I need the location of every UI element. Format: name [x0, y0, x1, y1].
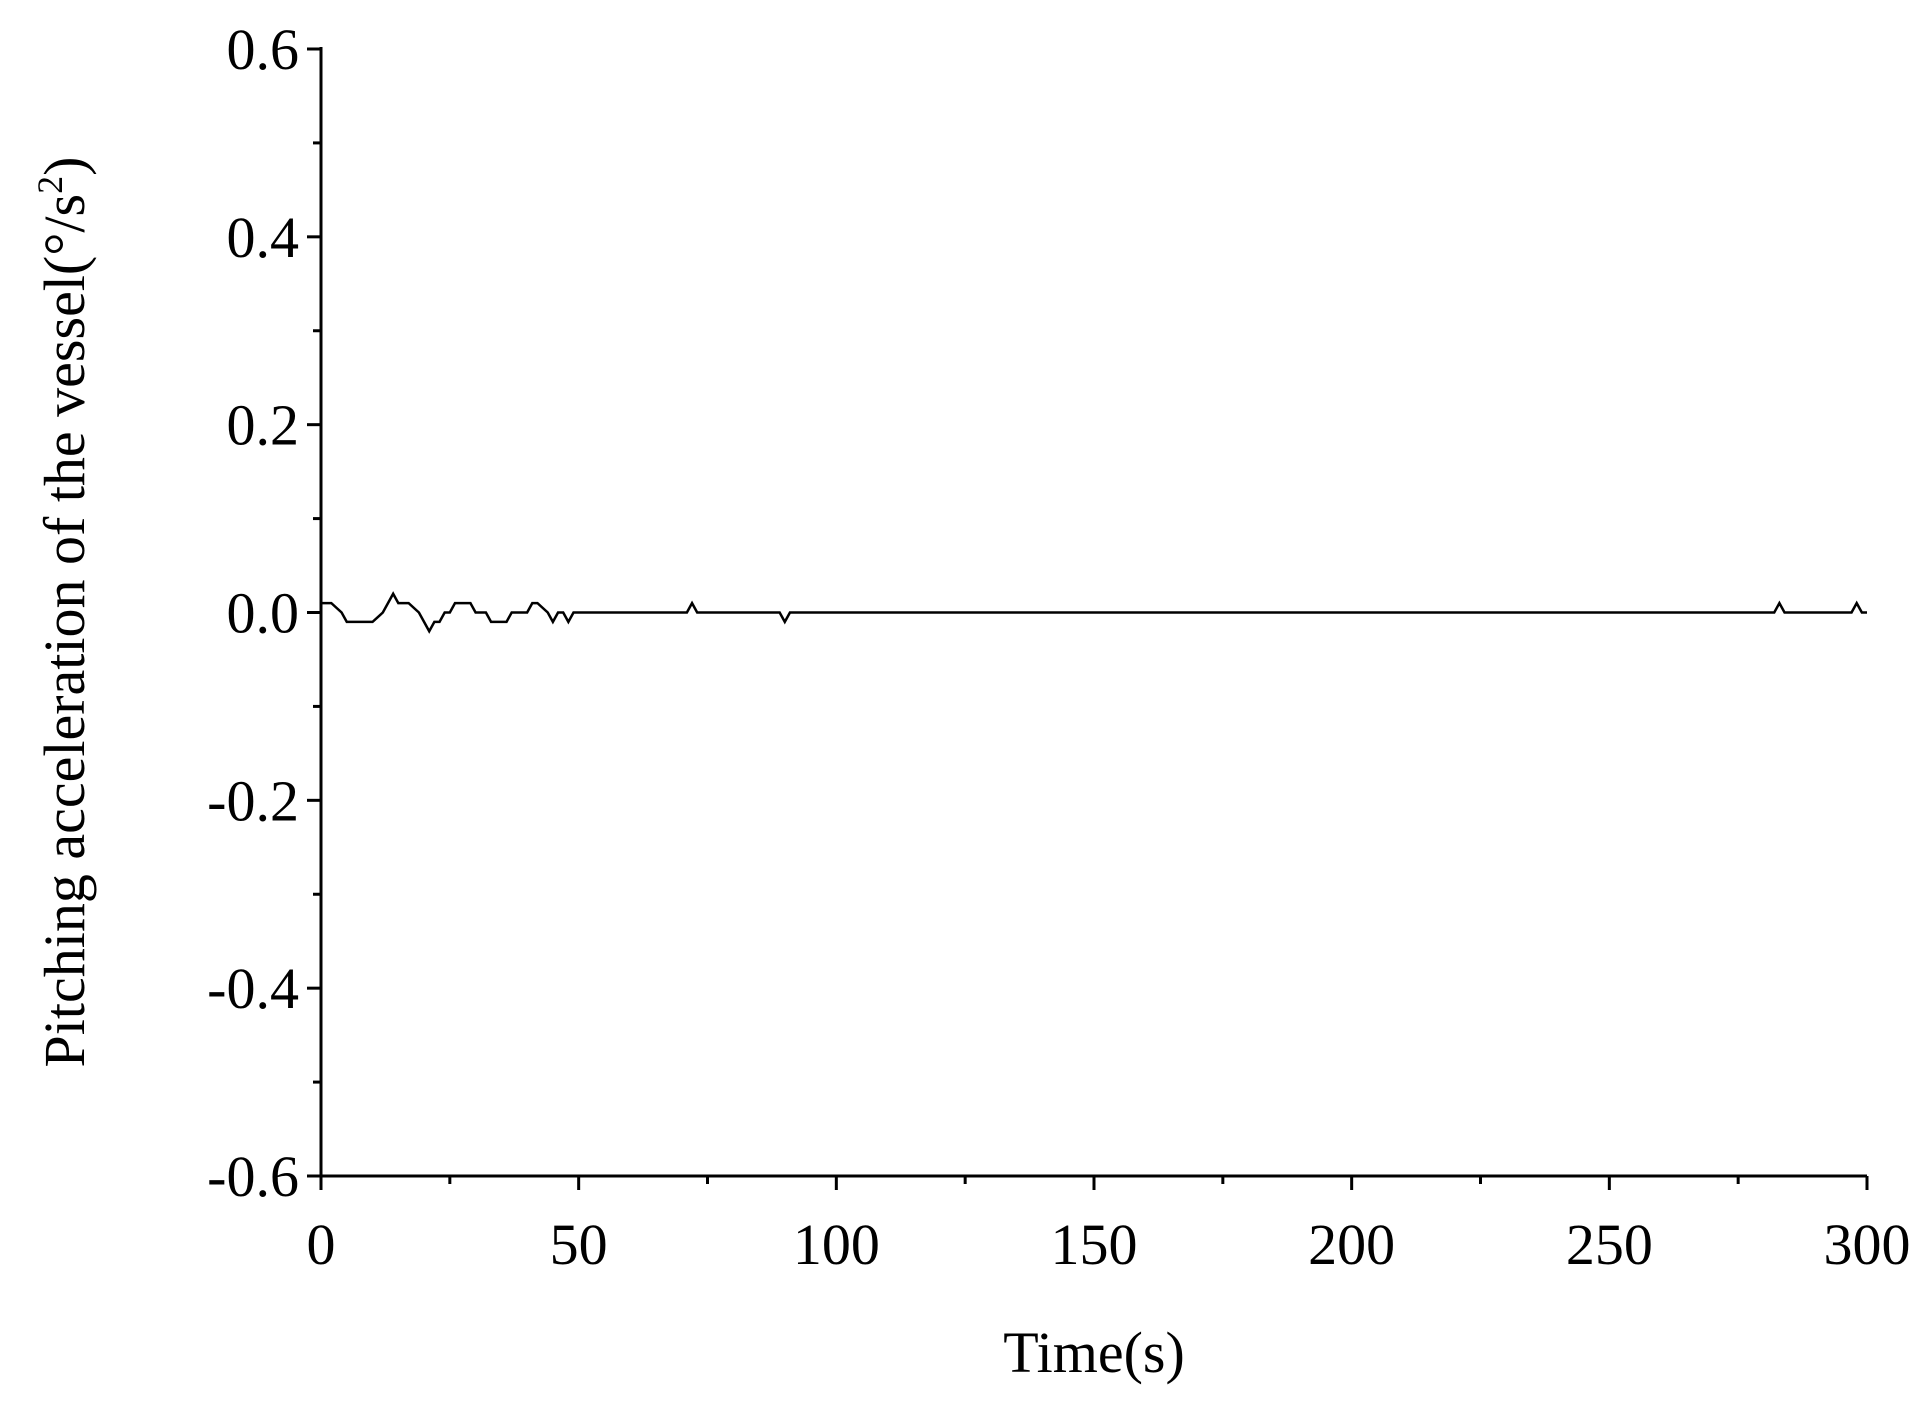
- x-tick-label: 100: [793, 1212, 880, 1277]
- x-tick-label: 150: [1051, 1212, 1138, 1277]
- y-axis-label-end: ): [32, 157, 97, 176]
- x-tick-label: 300: [1824, 1212, 1911, 1277]
- y-tick-label: 0.2: [227, 393, 300, 458]
- x-tick-label: 50: [550, 1212, 608, 1277]
- y-axis-label-sup: 2: [30, 176, 70, 194]
- x-tick-label: 250: [1566, 1212, 1653, 1277]
- y-tick-label: 0.4: [227, 205, 300, 270]
- y-tick-label: 0.0: [227, 581, 300, 646]
- y-tick-label: -0.6: [207, 1144, 299, 1209]
- data-line: [321, 591, 1867, 634]
- y-axis-label-text: Pitching acceleration of the vessel(°/s: [32, 194, 97, 1068]
- x-axis-label: Time(s): [1003, 1320, 1185, 1385]
- y-tick-label: 0.6: [227, 17, 300, 82]
- y-tick-label: -0.4: [207, 956, 299, 1021]
- x-tick-label: 200: [1308, 1212, 1395, 1277]
- y-tick-label: -0.2: [207, 768, 299, 833]
- y-axis-label: Pitching acceleration of the vessel(°/s2…: [30, 157, 97, 1068]
- x-tick-label: 0: [307, 1212, 336, 1277]
